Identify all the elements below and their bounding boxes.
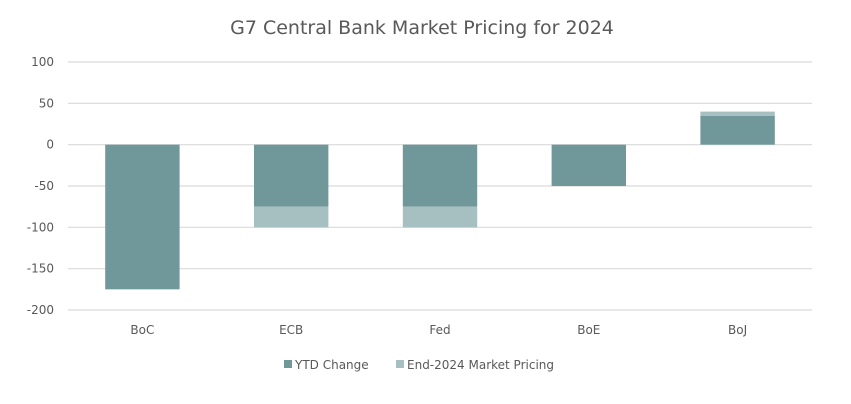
legend-swatch — [284, 360, 292, 368]
x-tick-label: BoC — [130, 323, 154, 337]
y-tick-label: -200 — [27, 303, 54, 317]
y-axis-ticks: 100 50 0 -50 -100 -150 -200 — [27, 55, 54, 317]
y-tick-label: -50 — [34, 179, 54, 193]
legend-label: End-2024 Market Pricing — [407, 358, 554, 372]
bar-fed-end-2024-pricing — [402, 206, 478, 228]
y-tick-label: -100 — [27, 220, 54, 234]
y-tick-label: 100 — [31, 55, 54, 69]
bar-boj-end-2024-pricing — [700, 111, 775, 116]
bar-boc-ytd-change — [105, 144, 180, 290]
legend: YTD Change End-2024 Market Pricing — [284, 358, 554, 372]
bar-boj-ytd-change — [700, 115, 775, 145]
y-tick-label: 50 — [39, 96, 54, 110]
bar-ecb-ytd-change — [254, 144, 329, 207]
x-tick-label: Fed — [429, 323, 450, 337]
bar-boe-ytd-change — [551, 144, 626, 186]
x-tick-label: BoJ — [728, 323, 747, 337]
x-axis-labels: BoC ECB Fed BoE BoJ — [130, 323, 747, 337]
legend-label: YTD Change — [294, 358, 369, 372]
bar-ecb-end-2024-pricing — [254, 206, 329, 228]
legend-swatch — [396, 360, 404, 368]
x-tick-label: ECB — [279, 323, 303, 337]
bars — [105, 111, 775, 290]
y-tick-label: -150 — [27, 262, 54, 276]
chart-title: G7 Central Bank Market Pricing for 2024 — [230, 17, 614, 39]
bar-fed-ytd-change — [402, 144, 478, 207]
y-tick-label: 0 — [46, 138, 54, 152]
x-tick-label: BoE — [577, 323, 600, 337]
